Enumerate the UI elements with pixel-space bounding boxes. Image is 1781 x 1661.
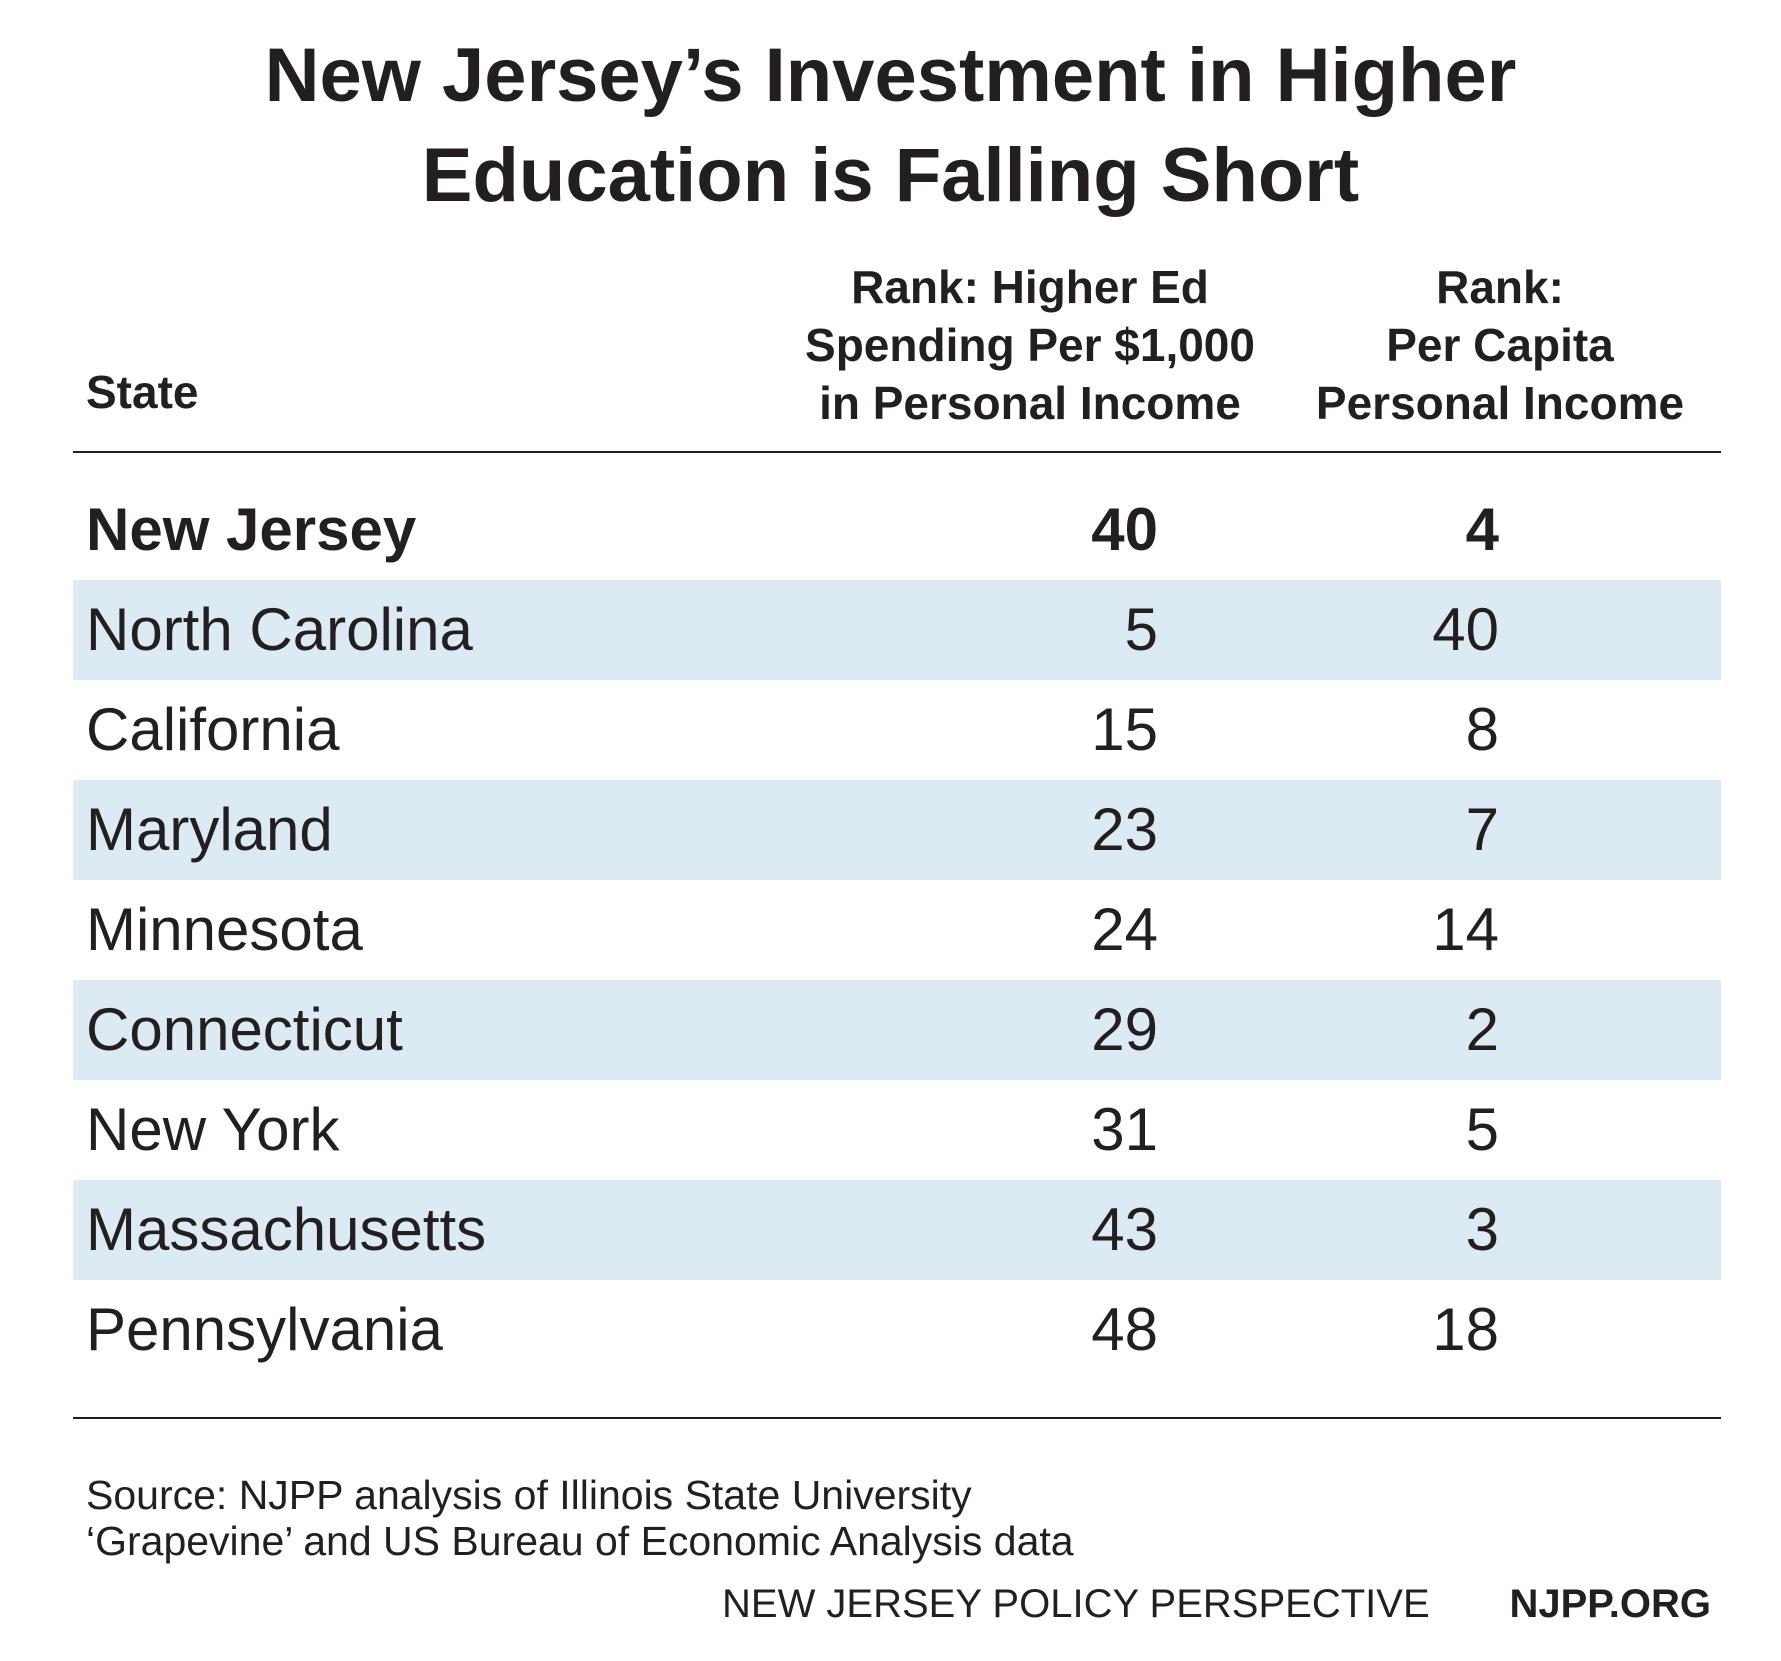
header-line: Rank: Higher Ed [851,261,1209,313]
higher-ed-rank-cell: 43 [1091,1196,1158,1263]
header-line: Personal Income [1315,377,1685,429]
state-cell: North Carolina [86,596,473,663]
title-line-2: Education is Falling Short [421,133,1360,218]
website-label: NJPP.ORG [1509,1582,1711,1626]
header-line: Rank: [1436,261,1564,313]
table-row: Pennsylvania 48 18 [73,1280,1721,1380]
data-table: New Jersey 40 4 North Carolina 5 40 California… [73,480,1721,1380]
higher-ed-rank-cell: 40 [1091,496,1158,563]
column-header-income-rank: Rank: Per Capita Personal Income [1280,258,1720,432]
income-rank-cell: 8 [1465,696,1499,763]
source-note: Source: NJPP analysis of Illinois State … [86,1472,1074,1564]
state-cell: Connecticut [86,996,403,1063]
state-cell: New Jersey [86,496,417,563]
table-row: Massachusetts 43 3 [73,1180,1721,1280]
higher-ed-rank-cell: 31 [1091,1096,1158,1163]
footer-divider [73,1417,1721,1419]
higher-ed-rank-cell: 48 [1091,1296,1158,1363]
table-row: Minnesota 24 14 [73,880,1721,980]
income-rank-cell: 4 [1465,496,1499,563]
income-rank-cell: 3 [1465,1196,1499,1263]
state-cell: Maryland [86,796,333,863]
higher-ed-rank-cell: 24 [1091,896,1158,963]
column-header-higher-ed-rank: Rank: Higher Ed Spending Per $1,000 in P… [770,258,1290,432]
state-cell: Minnesota [86,896,363,963]
table-row: North Carolina 5 40 [73,580,1721,680]
chart-title: New Jersey’s Investment in Higher Educat… [0,26,1781,226]
source-line-2: ‘Grapevine’ and US Bureau of Economic An… [86,1518,1074,1564]
state-cell: Massachusetts [86,1196,487,1263]
table-row: California 15 8 [73,680,1721,780]
organization-name: NEW JERSEY POLICY PERSPECTIVE [722,1582,1430,1626]
state-cell: New York [86,1096,340,1163]
table-row: New York 31 5 [73,1080,1721,1180]
title-line-1: New Jersey’s Investment in Higher [264,33,1517,118]
column-header-state: State [86,366,199,418]
state-cell: California [86,696,340,763]
state-cell: Pennsylvania [86,1296,443,1363]
income-rank-cell: 2 [1465,996,1499,1063]
higher-ed-rank-cell: 23 [1091,796,1158,863]
source-line-1: Source: NJPP analysis of Illinois State … [86,1472,972,1518]
higher-ed-rank-cell: 29 [1091,996,1158,1063]
income-rank-cell: 40 [1432,596,1499,663]
table-row: Maryland 23 7 [73,780,1721,880]
table-row: Connecticut 29 2 [73,980,1721,1080]
header-line: in Personal Income [819,377,1241,429]
higher-ed-rank-cell: 15 [1091,696,1158,763]
header-divider [73,451,1721,453]
income-rank-cell: 7 [1465,796,1499,863]
header-line: Spending Per $1,000 [805,319,1255,371]
header-line: Per Capita [1386,319,1614,371]
income-rank-cell: 18 [1432,1296,1499,1363]
higher-ed-rank-cell: 5 [1124,596,1158,663]
table-row: New Jersey 40 4 [73,480,1721,580]
income-rank-cell: 5 [1465,1096,1499,1163]
income-rank-cell: 14 [1432,896,1499,963]
